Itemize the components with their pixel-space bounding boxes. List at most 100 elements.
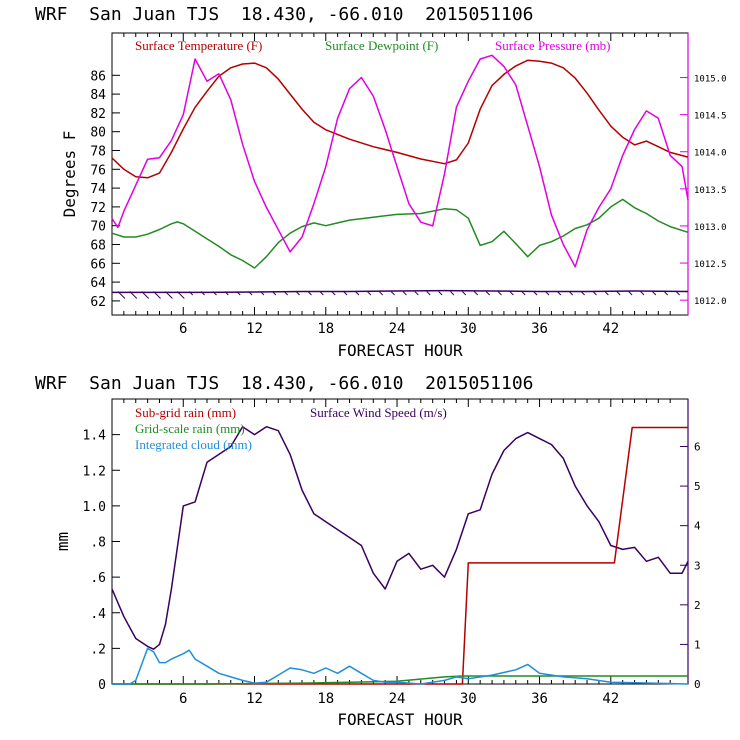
legend-entry: Surface Wind Speed (m/s) [310, 405, 447, 420]
wind-barb [153, 291, 161, 299]
wind-barb [129, 291, 138, 299]
x-tick-label: 30 [460, 321, 477, 337]
y2-tick-label: 1012.5 [694, 260, 727, 270]
y2-tick-label: 2 [694, 599, 701, 612]
legend-entry: Surface Pressure (mb) [495, 38, 611, 53]
wind-barb [473, 291, 479, 296]
y-tick-label: 1.4 [83, 429, 107, 444]
wind-barb [628, 291, 633, 296]
x-axis-label: FORECAST HOUR [337, 341, 463, 360]
y2-tick-label: 3 [694, 559, 701, 572]
series-line-surface-wind-barbs [112, 289, 689, 294]
y-tick-label: 1.2 [83, 464, 106, 479]
y-tick-label: 62 [90, 295, 106, 310]
wind-barb [366, 291, 372, 296]
y-tick-label: 70 [90, 220, 106, 235]
y-tick-label: 66 [90, 257, 106, 272]
y2-tick-label: 1014.0 [694, 149, 727, 159]
legend-entry: Sub-grid rain (mm) [135, 405, 236, 420]
precipitation-chart: WRF San Juan TJS 18.430, -66.010 2015051… [35, 373, 701, 729]
x-tick-label: 42 [602, 321, 619, 337]
wind-barb [343, 291, 348, 296]
legend-entry: Surface Dewpoint (F) [325, 38, 438, 53]
y-tick-label: 68 [90, 239, 106, 254]
y2-tick-label: 1014.5 [694, 112, 727, 122]
wind-barb [378, 291, 384, 296]
wind-barb [200, 291, 205, 296]
wind-barb [295, 291, 300, 296]
wind-barb [675, 291, 680, 296]
series-line-surface-pressure-mb [111, 54, 689, 268]
wind-barb [438, 291, 443, 296]
series-line-integrated-cloud-mm [112, 647, 689, 685]
wind-barb [652, 291, 657, 296]
y-axis-label: Degrees F [60, 131, 79, 218]
legend-entry: Surface Temperature (F) [135, 38, 262, 53]
legend-entry: Integrated cloud (mm) [135, 437, 252, 452]
wind-barb [533, 291, 538, 296]
wind-barb [319, 291, 324, 296]
y-tick-label: 82 [90, 107, 106, 122]
wind-barb [165, 291, 173, 299]
wind-barb [663, 291, 669, 296]
x-tick-label: 24 [389, 321, 406, 337]
wind-barb [497, 291, 502, 296]
series-line-surface-wind-speed-m-s [111, 425, 689, 650]
y2-tick-label: 1 [694, 638, 701, 651]
x-tick-label: 12 [246, 321, 263, 337]
wind-barb [592, 291, 597, 296]
y-tick-label: 76 [90, 163, 106, 178]
wind-barb [176, 291, 185, 299]
chart-title: WRF San Juan TJS 18.430, -66.010 2015051… [35, 373, 534, 394]
series-line-grid-scale-rain-mm [112, 675, 688, 685]
y2-tick-label: 1013.0 [694, 223, 727, 233]
x-tick-label: 36 [531, 691, 548, 707]
x-tick-label: 6 [179, 321, 187, 337]
wind-barb [521, 291, 526, 296]
wind-barb [260, 291, 265, 296]
wind-barb [331, 291, 336, 296]
x-tick-label: 6 [179, 691, 187, 707]
y-tick-label: 0 [98, 678, 106, 693]
x-tick-label: 24 [389, 691, 406, 707]
y-tick-label: 74 [90, 182, 106, 197]
y-tick-label: .6 [90, 571, 106, 586]
wind-barb [461, 291, 467, 296]
series-line-surface-dewpoint-f [111, 198, 689, 269]
wind-barb [580, 291, 585, 296]
chart-title: WRF San Juan TJS 18.430, -66.010 2015051… [35, 4, 534, 25]
y-tick-label: 78 [90, 145, 106, 160]
y-tick-label: 86 [90, 69, 106, 84]
y-axis-label: mm [53, 532, 72, 551]
legend-entry: Grid-scale rain (mm) [135, 421, 245, 436]
temperature-chart: WRF San Juan TJS 18.430, -66.010 2015051… [35, 4, 727, 360]
wind-barb [355, 291, 360, 296]
wind-barb [224, 291, 229, 296]
wind-barb [248, 291, 253, 296]
series-line-sub-grid-rain-mm [112, 426, 688, 685]
y-tick-label: 72 [90, 201, 106, 216]
wind-barb [509, 291, 514, 296]
wind-barb [307, 291, 312, 296]
wind-barb [450, 291, 455, 296]
x-tick-label: 42 [602, 691, 619, 707]
wind-barb [188, 291, 194, 296]
wind-barb [271, 291, 277, 296]
x-axis-label: FORECAST HOUR [337, 710, 463, 729]
wind-barb [390, 291, 395, 296]
wind-barb [616, 291, 621, 296]
y2-tick-label: 0 [694, 678, 701, 691]
wind-barb [640, 291, 645, 296]
wind-barb [212, 291, 217, 296]
x-tick-label: 12 [246, 691, 263, 707]
wind-barb [236, 291, 241, 296]
y-tick-label: 64 [90, 276, 106, 291]
y-tick-label: .4 [90, 607, 106, 622]
y-tick-label: 1.0 [83, 500, 106, 515]
wind-barb [414, 291, 419, 296]
y-tick-label: .8 [90, 536, 106, 551]
wind-barb [283, 291, 289, 296]
wind-barb [141, 291, 150, 299]
wind-barb [402, 291, 407, 296]
